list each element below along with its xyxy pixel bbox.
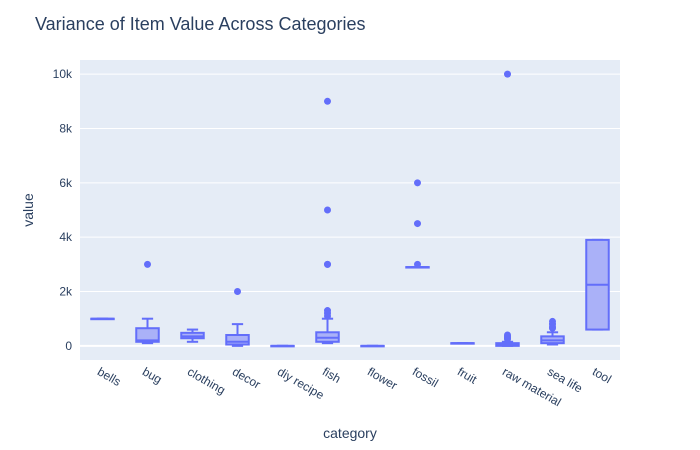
box-clothing	[180, 328, 205, 343]
outlier-point	[324, 307, 331, 315]
x-tick-label: fossil	[410, 364, 441, 390]
outlier-point	[549, 317, 556, 325]
box-fossil	[405, 179, 430, 269]
box-raw-material	[495, 70, 520, 347]
x-tick-label: flower	[365, 364, 400, 392]
box-sea-life	[540, 317, 565, 346]
x-tick-label: fish	[320, 364, 343, 385]
outlier-point	[324, 260, 331, 268]
x-tick-label: fruit	[455, 364, 480, 386]
box-bells	[90, 317, 115, 321]
box-bug	[135, 260, 160, 345]
y-axis-title: value	[20, 193, 36, 227]
outlier-point	[324, 206, 331, 214]
outlier-point	[504, 70, 511, 78]
x-tick-label: clothing	[185, 364, 228, 397]
outlier-point	[414, 260, 421, 268]
x-tick-label: bells	[95, 364, 123, 388]
outlier-point	[324, 97, 331, 105]
outlier-point	[414, 220, 421, 228]
x-tick-label: tool	[590, 364, 614, 386]
x-tick-label: diy recipe	[275, 364, 327, 402]
y-tick-label: 0	[65, 339, 72, 353]
outlier-point	[144, 260, 151, 268]
y-tick-label: 4k	[59, 230, 73, 244]
y-axis-ticks: 0 2k 4k 6k 8k 10k	[53, 67, 73, 353]
x-tick-label: bug	[140, 364, 164, 386]
box-decor	[225, 288, 250, 347]
x-axis-title: category	[323, 425, 377, 441]
y-tick-label: 10k	[53, 67, 73, 81]
box-tool	[585, 238, 610, 331]
chart-title: Variance of Item Value Across Categories	[35, 14, 366, 34]
box-iqr	[135, 327, 160, 343]
outlier-point	[234, 288, 241, 296]
y-tick-label: 2k	[59, 285, 73, 299]
y-tick-label: 6k	[59, 176, 73, 190]
grid-lines	[80, 73, 620, 347]
x-tick-label: decor	[230, 364, 263, 391]
box-flower	[360, 344, 385, 348]
outlier-point	[414, 179, 421, 187]
box-fish	[315, 97, 340, 345]
plot-area	[80, 60, 620, 360]
y-tick-label: 8k	[59, 121, 73, 135]
box-series	[90, 70, 610, 348]
box-diy-recipe	[270, 344, 295, 348]
box-fruit	[450, 342, 475, 345]
outlier-point	[504, 331, 511, 339]
box-iqr	[225, 334, 250, 346]
